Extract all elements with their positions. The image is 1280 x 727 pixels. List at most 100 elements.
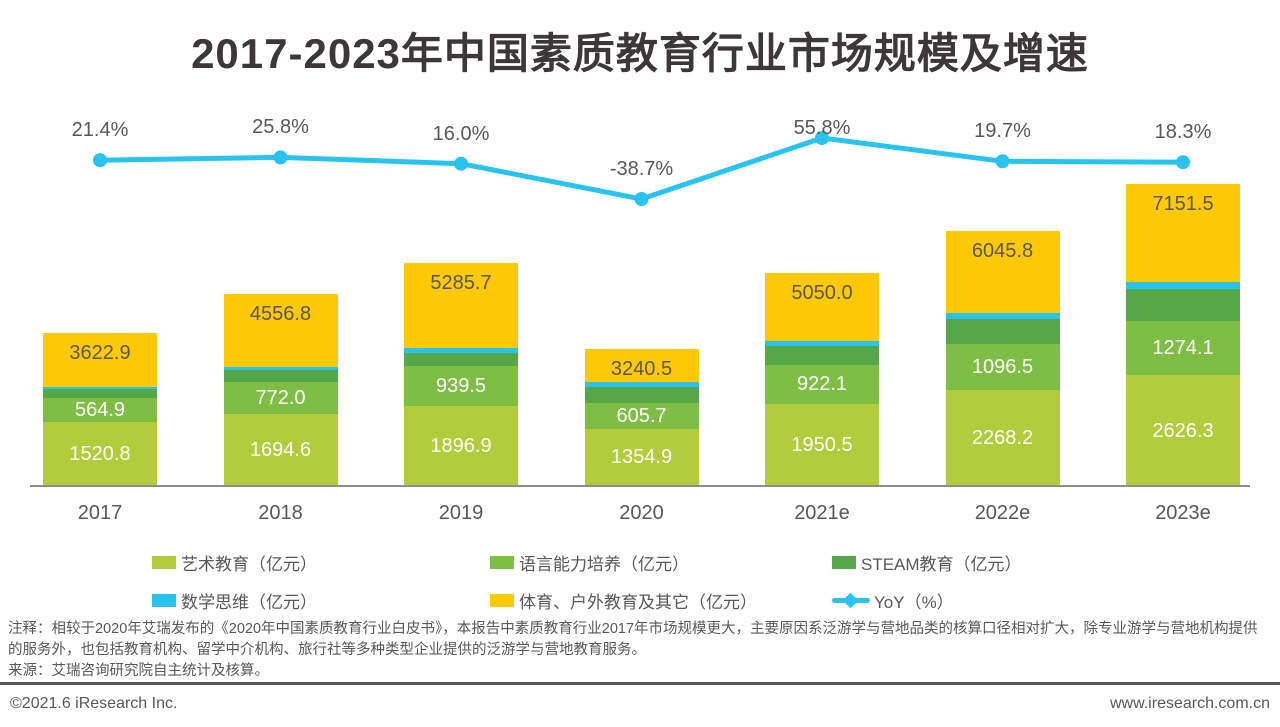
- segment-sports-2017: 3622.9: [43, 333, 157, 387]
- annotation-text: 注释：相较于2020年艾瑞发布的《2020年中国素质教育行业白皮书》，本报告中素…: [8, 621, 1258, 658]
- segment-art-2023e: 2626.3: [1126, 375, 1240, 486]
- yoy-marker-2023e: [1176, 155, 1190, 170]
- footer-website: www.iresearch.com.cn: [1109, 695, 1270, 712]
- yoy-label-2022e: 19.7%: [974, 120, 1031, 143]
- bar-2019: 5285.7 939.5 1896.9: [404, 262, 518, 486]
- segment-art-2019: 1896.9: [404, 405, 518, 486]
- x-axis-label-2022e: 2022e: [974, 502, 1031, 524]
- legend-label: YoY（%）: [874, 592, 954, 612]
- segment-sports-2023e: 7151.5: [1126, 183, 1240, 283]
- bar-2021e: 5050.0 922.1 1950.5: [765, 272, 879, 486]
- bar-value-label: 564.9: [74, 398, 126, 421]
- bar-value-label: 922.1: [796, 373, 848, 396]
- segment-sports-2020: 3240.5: [584, 349, 699, 383]
- source-text: 来源：艾瑞咨询研究院自主统计及核算。: [8, 663, 269, 679]
- segment-steam-2017: [43, 389, 157, 398]
- segment-math-2021e: [765, 341, 879, 347]
- segment-language-2021e: 922.1: [765, 364, 879, 404]
- segment-math-2019: [404, 348, 518, 354]
- segment-steam-2023e: [1126, 289, 1240, 322]
- bar-value-label: 1274.1: [1152, 337, 1214, 360]
- yoy-label-2017: 21.4%: [71, 119, 129, 142]
- bar-value-label: 1896.9: [430, 434, 492, 457]
- segment-language-2023e: 1274.1: [1126, 321, 1240, 376]
- legend-item-1-2: YoY（%）: [832, 589, 954, 612]
- segment-language-2017: 564.9: [43, 397, 157, 422]
- legend-label: 数学思维（亿元）: [181, 592, 317, 612]
- bar-value-label: 772.0: [255, 387, 306, 410]
- bar-total-label: 7151.5: [1152, 192, 1214, 215]
- legend-swatch-icon: [832, 555, 856, 569]
- yoy-marker-2022e: [995, 154, 1010, 169]
- segment-language-2020: 605.7: [584, 403, 699, 429]
- legend-item-0-0: 艺术教育（亿元）: [152, 551, 317, 574]
- segment-language-2019: 939.5: [404, 366, 518, 406]
- bar-value-label: 1520.8: [69, 442, 131, 465]
- bar-value-label: 2268.2: [971, 427, 1034, 450]
- segment-math-2023e: [1126, 282, 1240, 290]
- x-axis-label-2023e: 2023e: [1155, 502, 1211, 524]
- bar-value-label: 605.7: [616, 404, 667, 427]
- x-axis-label-2017: 2017: [77, 502, 123, 524]
- yoy-legend-line-icon: [832, 592, 870, 608]
- legend-label: STEAM教育（亿元）: [861, 554, 1022, 574]
- yoy-marker-2017: [93, 153, 107, 168]
- bar-total-label: 3622.9: [69, 342, 131, 364]
- yoy-marker-2018: [273, 150, 288, 165]
- x-axis-line: [30, 485, 1250, 487]
- segment-math-2022e: [945, 312, 1060, 319]
- legend-item-1-1: 体育、户外教育及其它（亿元）: [490, 589, 757, 612]
- segment-language-2022e: 1096.5: [945, 343, 1060, 391]
- segment-sports-2022e: 6045.8: [945, 230, 1060, 313]
- segment-math-2018: [223, 367, 338, 371]
- bar-total-label: 3240.5: [610, 358, 673, 381]
- bar-value-label: 1096.5: [971, 356, 1034, 378]
- legend-swatch-icon: [152, 555, 176, 569]
- bar-total-label: 5285.7: [430, 271, 492, 294]
- bar-value-label: 2626.3: [1152, 419, 1214, 442]
- segment-math-2020: [584, 382, 699, 388]
- footer-copyright: ©2021.6 iResearch Inc.: [10, 695, 178, 712]
- segment-art-2021e: 1950.5: [765, 403, 879, 486]
- legend-swatch-icon: [490, 593, 514, 607]
- x-axis-label-2018: 2018: [258, 502, 303, 524]
- segment-art-2022e: 2268.2: [945, 390, 1060, 486]
- bar-value-label: 1694.6: [249, 439, 312, 462]
- bar-2017: 3622.9 564.9 1520.8: [43, 333, 157, 486]
- yoy-label-2020: -38.7%: [609, 158, 674, 180]
- x-axis-label-2020: 2020: [619, 502, 664, 524]
- yoy-label-2018: 25.8%: [252, 116, 309, 139]
- footer-divider: [0, 682, 1280, 685]
- legend-label: 体育、户外教育及其它（亿元）: [519, 592, 757, 612]
- legend-label: 艺术教育（亿元）: [181, 554, 317, 574]
- segment-sports-2018: 4556.8: [223, 293, 338, 368]
- segment-steam-2021e: [765, 346, 879, 365]
- segment-art-2017: 1520.8: [43, 421, 157, 486]
- legend-swatch-icon: [490, 555, 514, 569]
- bar-value-label: 939.5: [435, 375, 487, 398]
- x-axis-label-2021e: 2021e: [794, 502, 850, 524]
- x-axis-label-2019: 2019: [438, 502, 484, 524]
- segment-math-2017: [43, 386, 157, 390]
- bar-2020: 3240.5 605.7 1354.9: [584, 349, 699, 486]
- notes-block: 注释：相较于2020年艾瑞发布的《2020年中国素质教育行业白皮书》，本报告中素…: [8, 619, 1268, 682]
- yoy-label-2023e: 18.3%: [1154, 121, 1212, 144]
- segment-steam-2022e: [945, 318, 1060, 344]
- chart-title: 2017-2023年中国素质教育行业市场规模及增速: [191, 30, 1089, 77]
- segment-art-2020: 1354.9: [584, 428, 699, 486]
- bar-value-label: 1354.9: [610, 446, 673, 469]
- yoy-label-2019: 16.0%: [432, 122, 490, 145]
- bar-total-label: 5050.0: [791, 281, 853, 304]
- bar-total-label: 4556.8: [249, 302, 312, 325]
- legend-swatch-icon: [152, 593, 176, 607]
- legend-item-0-1: 语言能力培养（亿元）: [490, 551, 689, 574]
- bar-total-label: 6045.8: [971, 239, 1034, 262]
- yoy-marker-2020: [634, 192, 649, 206]
- segment-art-2018: 1694.6: [223, 414, 338, 486]
- bar-2018: 4556.8 772.0 1694.6: [223, 293, 338, 486]
- bar-value-label: 1950.5: [791, 433, 853, 456]
- segment-steam-2018: [223, 370, 338, 382]
- legend-item-1-0: 数学思维（亿元）: [152, 589, 317, 612]
- segment-sports-2019: 5285.7: [404, 262, 518, 349]
